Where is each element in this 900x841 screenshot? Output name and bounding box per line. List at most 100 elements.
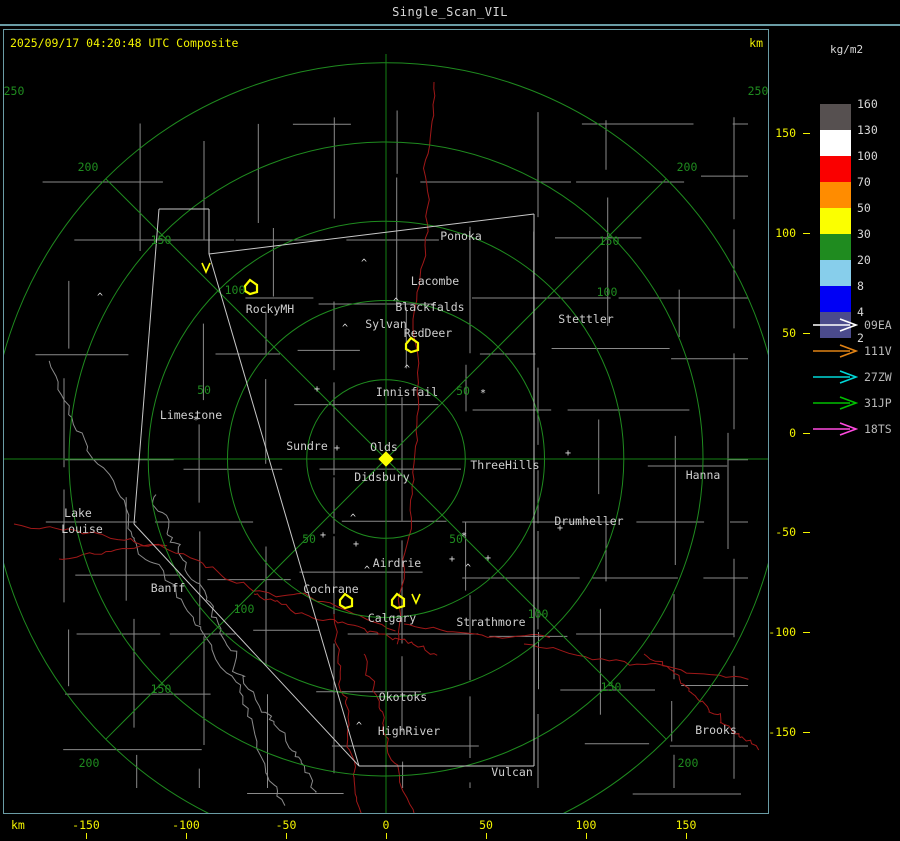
highway [396,81,436,645]
motion-vector-arrow[interactable] [411,593,421,605]
storm-track-legend-row[interactable]: 18TS [812,416,900,442]
colorbar-tick-label: 160 [857,97,878,111]
storm-track-id-label: 31JP [864,396,892,410]
city-label-rockymh: RockyMH [245,302,295,316]
motion-vector-arrow[interactable] [201,262,211,274]
station-marker: ^ [356,721,362,732]
city-label-highriver: HighRiver [377,724,441,738]
x-axis-tick-mark [186,833,187,839]
colorbar-band [820,130,851,156]
x-axis-tick-label: 100 [575,818,597,832]
y-axis-tick-label: -50 [775,525,796,540]
city-label-cochrane: Cochrane [303,582,359,596]
x-axis-tick-label: -150 [72,818,100,832]
range-ring-label: 250 [3,84,25,98]
city-label-vulcan: Vulcan [491,765,533,779]
river [643,653,760,751]
y-axis-tick-label: 50 [782,325,796,340]
river [253,593,438,656]
city-label-strathmore: Strathmore [456,615,526,629]
radial-spoke-135 [105,458,387,740]
radar-center-marker[interactable] [378,451,394,467]
city-label-olds: Olds [370,440,398,454]
radial-spoke-45 [385,458,667,740]
radar-plot-frame: 2025/09/17 04:20:48 UTC Composite km ^ ^ ^… [3,29,769,814]
range-ring-label: 200 [78,756,100,770]
city-label-didsbury: Didsbury [354,470,410,484]
storm-cell-marker[interactable] [390,592,406,610]
station-marker: * [193,415,199,426]
storm-track-legend-row[interactable]: 31JP [812,390,900,416]
range-ring-label: 200 [77,160,99,174]
storm-track-legend-row[interactable]: 09EA [812,312,900,338]
city-label-blackfalds: Blackfalds [395,300,465,314]
x-axis-units-label: km [11,818,25,832]
range-ring-label: 250 [747,84,769,98]
colorbar-band [820,286,851,312]
city-label-drumheller: Drumheller [554,514,624,528]
city-label-okotoks: Okotoks [378,690,428,704]
window-title: Single_Scan_VIL [392,5,508,19]
storm-track-legend: 09EA 111V 27ZW 31JP 18TS [812,312,900,442]
city-label-innisfail: Innisfail [375,385,439,399]
y-axis-tick-mark [803,732,810,734]
station-marker: + [314,384,320,395]
range-ring-label: 200 [677,756,699,770]
river [58,544,168,560]
colorbar-legend: kg/m2 160 130 100 70 50 30 20 8 4 2 [812,36,898,456]
sector-boundary [208,253,360,767]
storm-track-legend-row[interactable]: 27ZW [812,364,900,390]
river [13,523,396,632]
city-label-brooks: Brooks [695,723,737,737]
city-label-ponoka: Ponoka [440,229,482,243]
city-label-louise: Louise [61,522,103,536]
storm-track-id-label: 18TS [864,422,892,436]
storm-track-arrow-icon [813,396,858,410]
station-marker: + [557,523,563,534]
x-axis-tick-mark [286,833,287,839]
x-axis-tick-mark [86,833,87,839]
x-axis-tick-label: 150 [675,818,697,832]
storm-track-legend-row[interactable]: 111V [812,338,900,364]
colorbar-band [820,104,851,130]
y-axis-tick-label: -100 [768,625,796,640]
x-axis-tick-mark [386,833,387,839]
colorbar-band [820,260,851,286]
city-label-lake: Lake [64,506,92,520]
colorbar-tick-label: 100 [857,149,878,163]
y-axis-tick-mark [803,332,810,334]
storm-cell-marker[interactable] [243,278,259,296]
storm-cell-marker[interactable] [404,336,420,354]
storm-track-arrow-icon [813,370,858,384]
range-ring-label: 150 [150,682,172,696]
range-ring-label: 100 [527,607,549,621]
station-marker: ^ [465,563,471,574]
colorbar-units-label: kg/m2 [830,43,864,56]
x-axis: km -150 -100 -50 0 50 100 150 [3,814,769,841]
timestamp-label: 2025/09/17 04:20:48 UTC Composite [10,36,239,50]
station-marker: + [353,539,359,550]
colorbar-band [820,208,851,234]
range-ring-label: 50 [456,384,470,398]
y-axis-tick-mark [803,532,810,534]
colorbar-band [820,234,851,260]
river [333,613,362,813]
city-label-calgary: Calgary [367,611,417,625]
storm-track-arrow-icon [813,318,858,332]
radar-map-canvas[interactable]: ^ ^ ^ ^ + * * + + ^ + + ^ ^ ^ + + ^ + * [4,54,768,813]
range-ring-label: 50 [197,383,211,397]
x-axis-tick-label: -50 [275,818,297,832]
storm-cell-marker[interactable] [338,592,354,610]
city-label-stettler: Stettler [558,312,614,326]
y-axis-tick-label: 100 [775,225,796,240]
station-marker: + [565,448,571,459]
station-marker: ^ [364,565,370,576]
park-boundary [151,494,318,793]
x-axis-tick-mark [486,833,487,839]
city-label-reddeer: RedDeer [403,326,453,340]
city-label-threehills: ThreeHills [470,458,540,472]
colorbar-tick-label: 70 [857,175,871,189]
river [363,653,415,813]
y-axis-tick-mark [803,432,810,434]
station-marker: + [320,530,326,541]
